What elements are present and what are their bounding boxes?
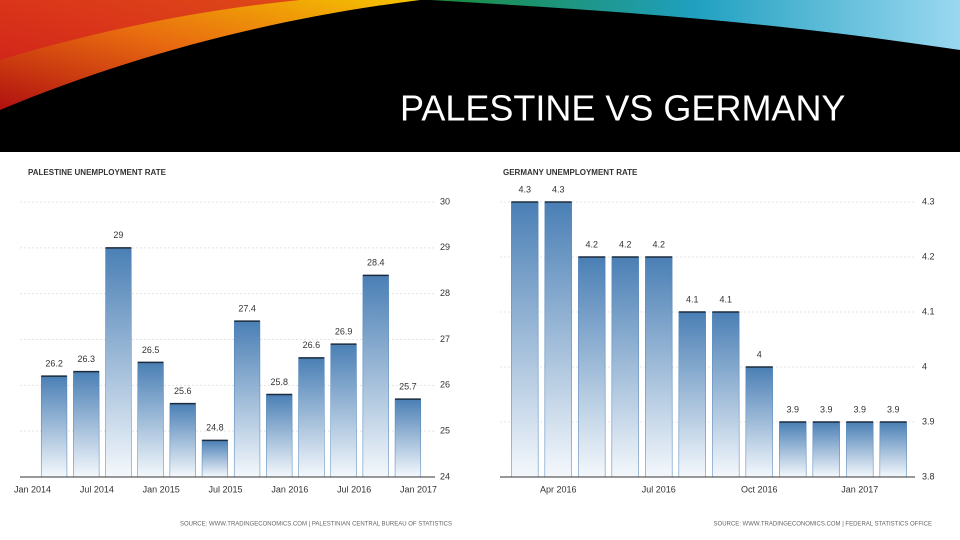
chart-title: PALESTINE UNEMPLOYMENT RATE (28, 168, 167, 177)
decoration (430, 0, 960, 50)
bar (233, 320, 261, 478)
bar (394, 398, 422, 478)
value-label: 26.2 (45, 359, 63, 369)
value-label: 3.9 (786, 404, 799, 414)
value-label: 4 (757, 349, 762, 359)
value-label: 28.4 (367, 258, 385, 268)
value-label: 24.8 (206, 423, 224, 433)
value-label: 4.2 (619, 239, 632, 249)
bar (73, 371, 100, 478)
slide-title: PALESTINE VS GERMANY (400, 88, 845, 129)
value-label: 3.9 (853, 404, 866, 414)
y-tick-label: 3.8 (922, 471, 935, 481)
y-tick-label: 30 (440, 196, 450, 206)
y-tick-label: 25 (440, 426, 450, 436)
value-label: 4.1 (719, 294, 732, 304)
bar (201, 440, 229, 478)
x-tick-label: Jan 2017 (841, 484, 878, 494)
value-label: 4.1 (686, 294, 699, 304)
x-tick-label: Jan 2017 (400, 484, 437, 494)
y-tick-label: 29 (440, 242, 450, 252)
bar (105, 247, 132, 478)
value-label: 27.4 (238, 304, 256, 314)
bar (779, 421, 807, 478)
bar (266, 394, 293, 478)
value-label: 3.9 (887, 404, 900, 414)
value-label: 25.7 (399, 381, 417, 391)
bar (879, 421, 907, 478)
x-tick-label: Jul 2016 (642, 484, 676, 494)
bar (745, 366, 773, 478)
chart-title: GERMANY UNEMPLOYMENT RATE (503, 168, 638, 177)
y-tick-label: 4 (922, 361, 927, 371)
y-tick-label: 28 (440, 288, 450, 298)
value-label: 26.6 (303, 340, 321, 350)
decoration (0, 0, 300, 60)
bar (137, 362, 164, 478)
y-tick-label: 3.9 (922, 416, 935, 426)
value-label: 29 (113, 230, 123, 240)
source-note: SOURCE: WWW.TRADINGECONOMICS.COM | FEDER… (714, 522, 932, 528)
bar (330, 343, 357, 478)
value-label: 25.8 (270, 377, 288, 387)
value-label: 4.2 (585, 239, 598, 249)
value-label: 26.3 (77, 354, 95, 364)
y-tick-label: 4.1 (922, 306, 935, 316)
bar (611, 256, 639, 478)
bar (712, 311, 740, 478)
bar (846, 421, 874, 478)
y-tick-label: 4.2 (922, 251, 935, 261)
x-tick-label: Jul 2014 (80, 484, 114, 494)
bar (298, 357, 325, 478)
bar (40, 375, 68, 478)
value-label: 4.3 (552, 184, 565, 194)
x-tick-label: Jul 2016 (337, 484, 371, 494)
bar (362, 275, 389, 478)
value-label: 26.5 (142, 345, 160, 355)
y-tick-label: 26 (440, 380, 450, 390)
value-label: 26.9 (335, 326, 353, 336)
value-label: 4.3 (518, 184, 531, 194)
value-label: 4.2 (652, 239, 665, 249)
bar (578, 256, 606, 478)
value-label: 3.9 (820, 404, 833, 414)
bar (544, 201, 572, 478)
y-tick-label: 24 (440, 471, 450, 481)
x-tick-label: Jul 2015 (209, 484, 243, 494)
bar (678, 311, 706, 478)
bar (169, 403, 196, 478)
y-tick-label: 27 (440, 334, 450, 344)
x-tick-label: Oct 2016 (741, 484, 778, 494)
y-tick-label: 4.3 (922, 196, 935, 206)
bar (645, 256, 673, 478)
x-tick-label: Jan 2015 (143, 484, 180, 494)
x-tick-label: Jan 2014 (14, 484, 51, 494)
bar (511, 201, 539, 478)
bar (812, 421, 840, 478)
source-note: SOURCE: WWW.TRADINGECONOMICS.COM | PALES… (180, 522, 452, 528)
x-tick-label: Jan 2016 (271, 484, 308, 494)
value-label: 25.6 (174, 386, 192, 396)
x-tick-label: Apr 2016 (540, 484, 577, 494)
